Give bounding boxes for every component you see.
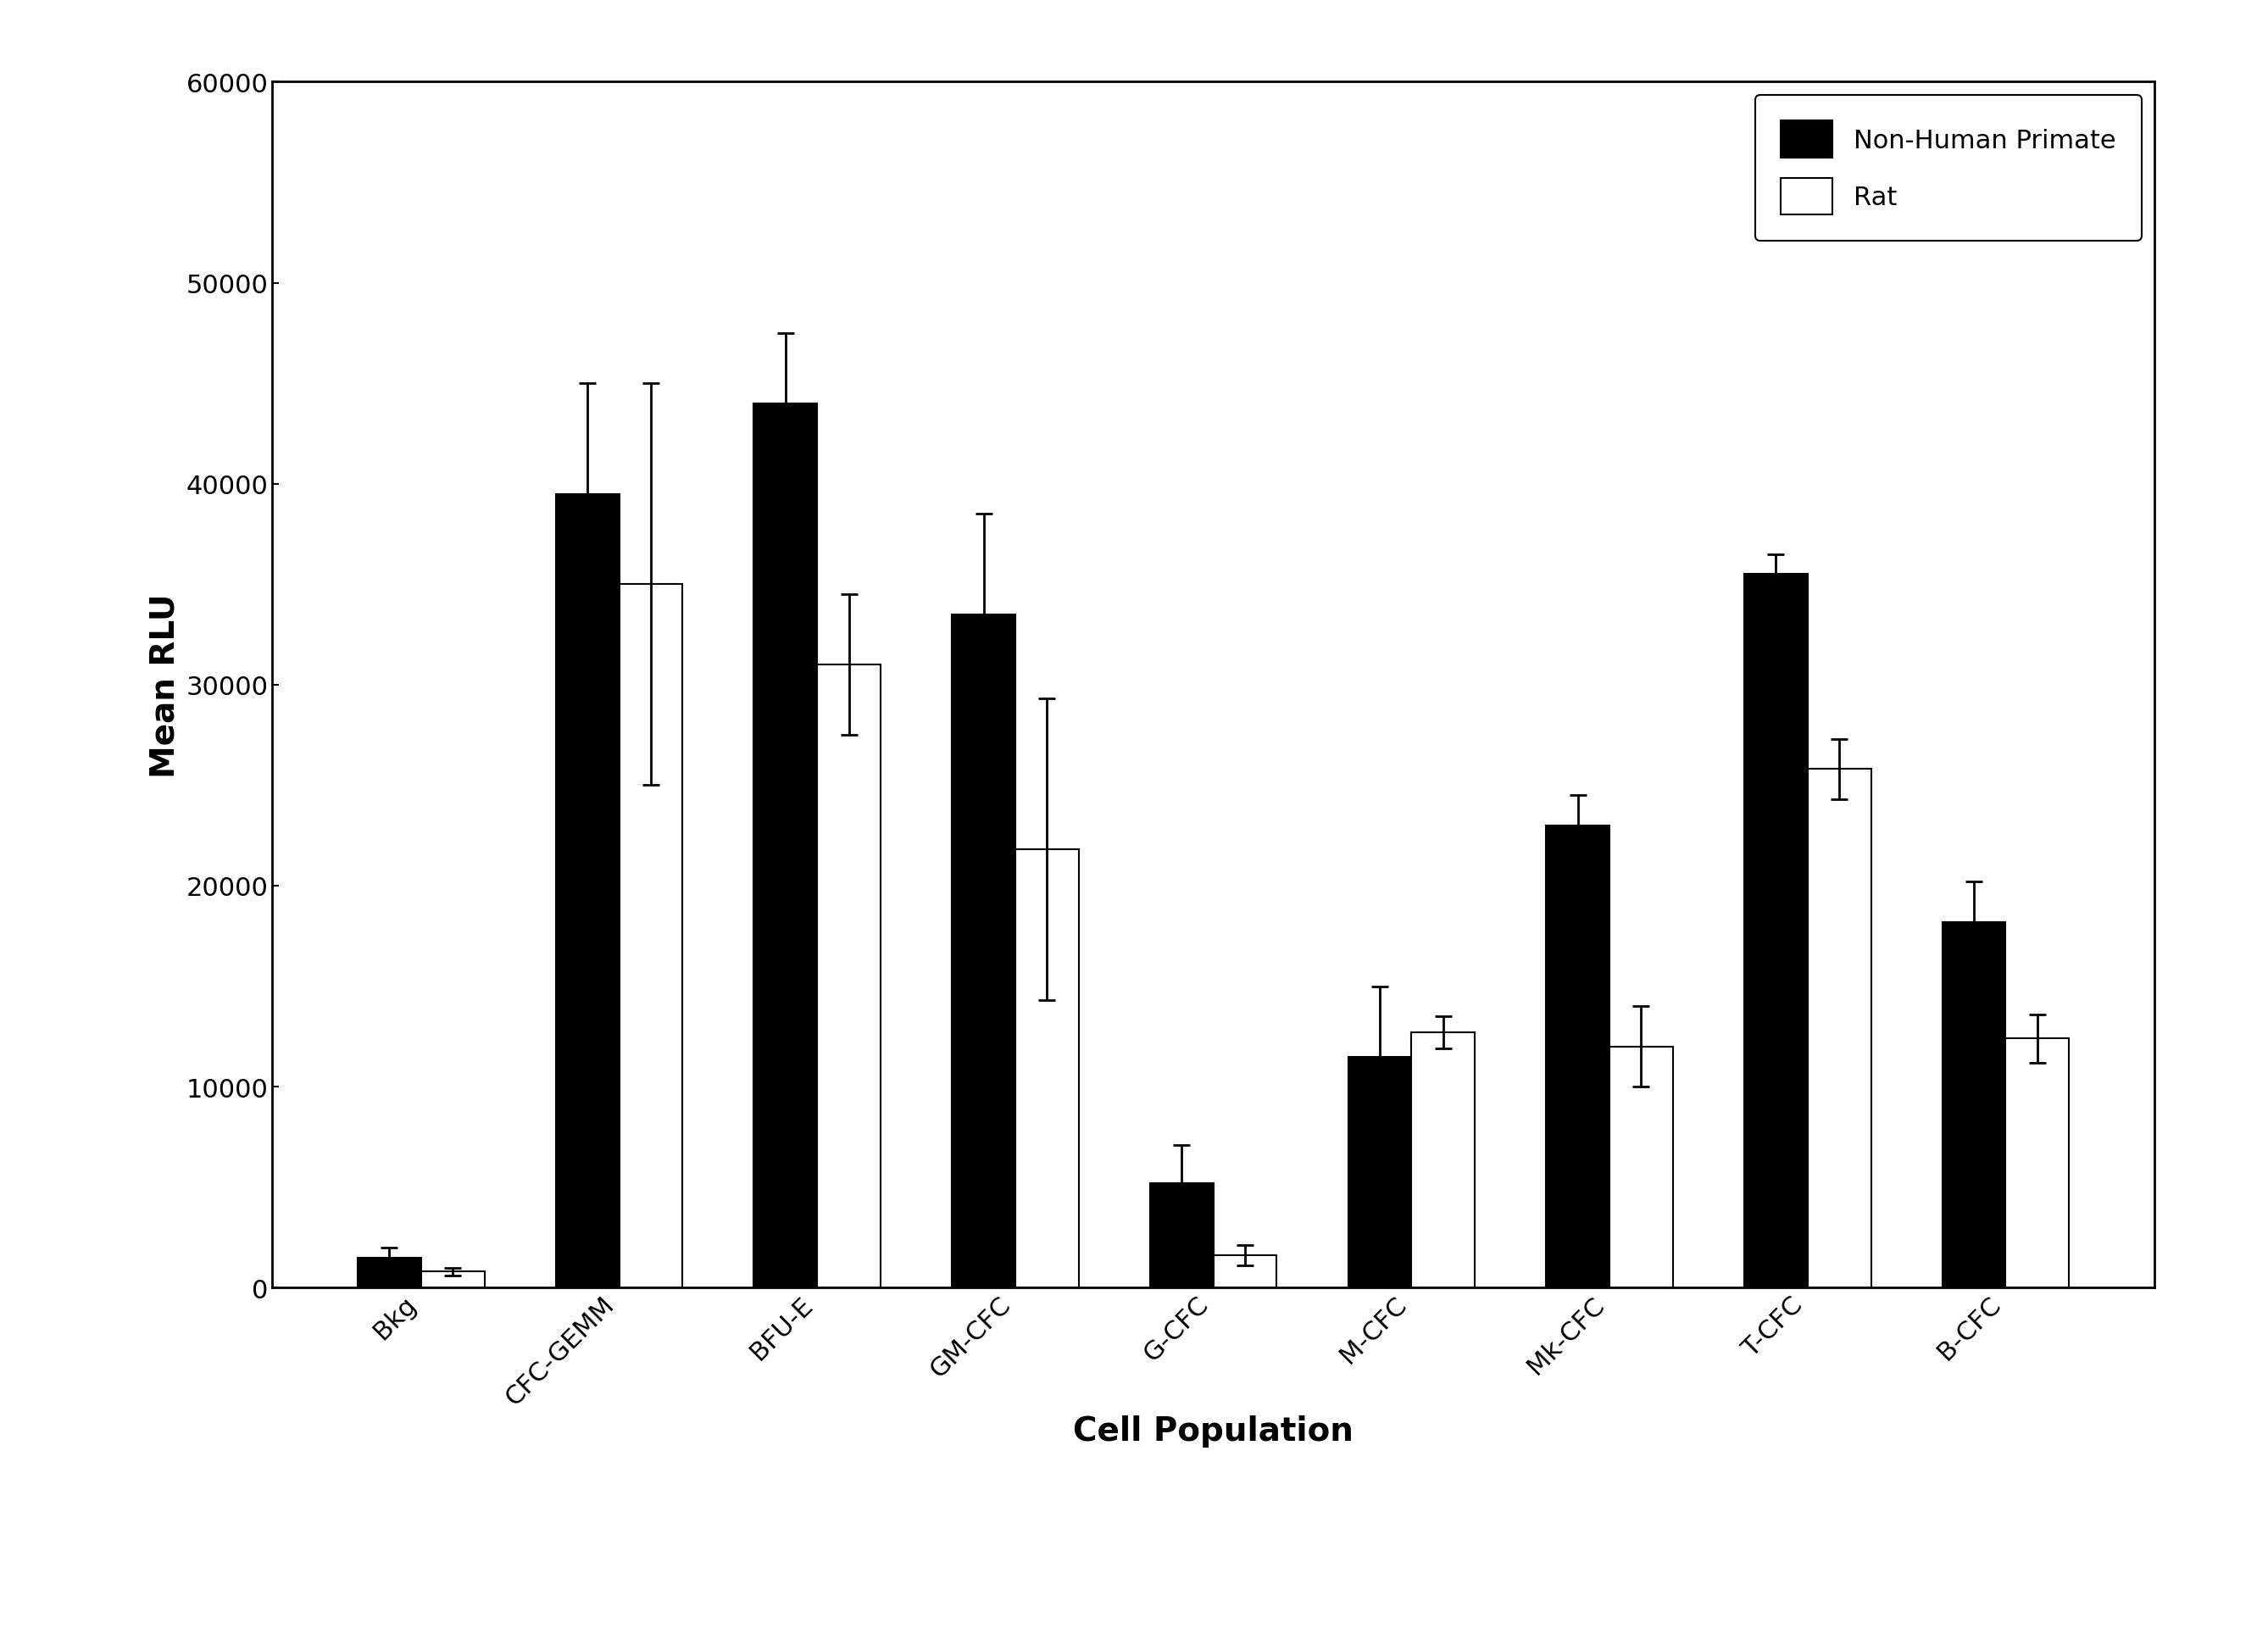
Bar	[1411, 1032, 1474, 1288]
Bar	[358, 1258, 422, 1288]
Bar	[2005, 1038, 2068, 1288]
X-axis label: Cell Population: Cell Population	[1073, 1415, 1354, 1446]
Bar	[1150, 1184, 1213, 1288]
Bar	[1808, 769, 1871, 1288]
Bar	[1610, 1047, 1674, 1288]
Bar	[1213, 1256, 1277, 1288]
Bar	[1347, 1057, 1411, 1288]
Bar	[422, 1271, 485, 1288]
Y-axis label: Mean RLU: Mean RLU	[150, 593, 181, 778]
Bar	[619, 584, 683, 1288]
Bar	[1016, 850, 1080, 1288]
Bar	[1547, 826, 1610, 1288]
Bar	[1744, 575, 1808, 1288]
Bar	[953, 614, 1016, 1288]
Bar	[753, 404, 816, 1288]
Bar	[556, 494, 619, 1288]
Bar	[816, 665, 880, 1288]
Bar	[1941, 923, 2005, 1288]
Legend: Non-Human Primate, Rat: Non-Human Primate, Rat	[1755, 96, 2141, 241]
